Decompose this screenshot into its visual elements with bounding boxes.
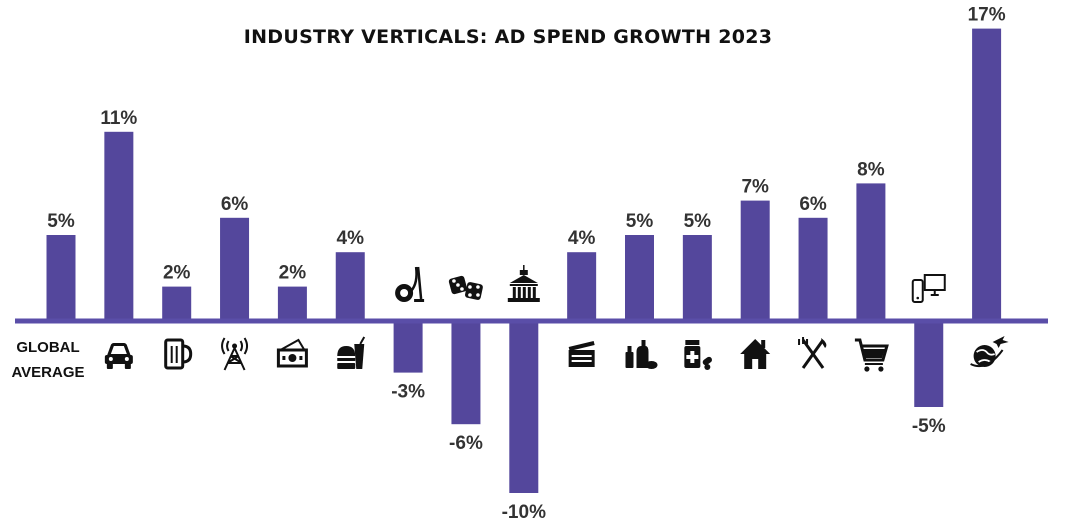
bar-devices (914, 321, 944, 407)
value-label: 6% (799, 194, 827, 215)
value-labels-group: 5% GLOBAL AVERAGE 11% 2% 6% 2% 4% -3% -6% -10% 4% 5%… (11, 5, 1005, 523)
bar-house (740, 200, 770, 321)
bar-fast-food (335, 252, 365, 321)
value-label: 5% (626, 211, 654, 232)
value-label: 4% (337, 228, 365, 249)
value-label: 8% (857, 159, 885, 180)
dice-icon (448, 275, 483, 300)
value-label: 17% (968, 5, 1006, 26)
bar-globe-plane (972, 28, 1002, 321)
house-icon (740, 339, 771, 369)
value-label: -5% (912, 416, 946, 437)
value-label: 7% (741, 177, 769, 198)
bar-dice (451, 321, 481, 425)
car-icon (104, 343, 133, 369)
bar-car (104, 131, 134, 321)
category-icons-group (104, 265, 1009, 372)
chart-title: INDUSTRY VERTICALS: AD SPEND GROWTH 2023 (244, 26, 773, 48)
devices-icon (911, 274, 946, 303)
bar-fork-knife (798, 217, 828, 321)
category-label-global-average: GLOBAL (16, 339, 79, 356)
clapperboard-icon (568, 341, 595, 367)
bar-cosmetics (625, 235, 654, 321)
bars-group (46, 28, 1002, 493)
value-label: -6% (449, 433, 483, 454)
government-building-icon (507, 265, 540, 302)
value-label: 2% (163, 263, 191, 284)
value-label: -10% (502, 502, 546, 523)
value-label: 5% (684, 211, 712, 232)
radio-tower-icon (221, 337, 249, 371)
bar-vacuum-cleaner (393, 321, 423, 373)
vacuum-cleaner-icon (395, 266, 425, 302)
money-icon (276, 338, 308, 368)
value-label: 4% (568, 228, 596, 249)
bar-clapperboard (567, 252, 597, 321)
bar-global-average (46, 235, 76, 321)
category-label-global-average: AVERAGE (11, 364, 84, 381)
bar-shopping-cart (856, 183, 886, 321)
fork-knife-icon (798, 337, 827, 369)
bar-medicine (682, 235, 712, 321)
medicine-icon (684, 340, 712, 370)
globe-plane-icon (970, 336, 1009, 368)
bar-radio-tower (220, 217, 250, 321)
fast-food-icon (337, 336, 366, 369)
bar-money (277, 286, 307, 321)
value-label: -3% (391, 382, 425, 403)
value-label: 5% (47, 211, 75, 232)
shopping-cart-icon (854, 338, 889, 372)
cosmetics-icon (625, 340, 658, 369)
bar-beer-mug (162, 286, 192, 321)
value-label: 6% (221, 194, 249, 215)
beer-mug-icon (164, 338, 193, 370)
bar-government-building (509, 321, 539, 493)
value-label: 11% (100, 108, 137, 129)
value-label: 2% (279, 263, 307, 284)
